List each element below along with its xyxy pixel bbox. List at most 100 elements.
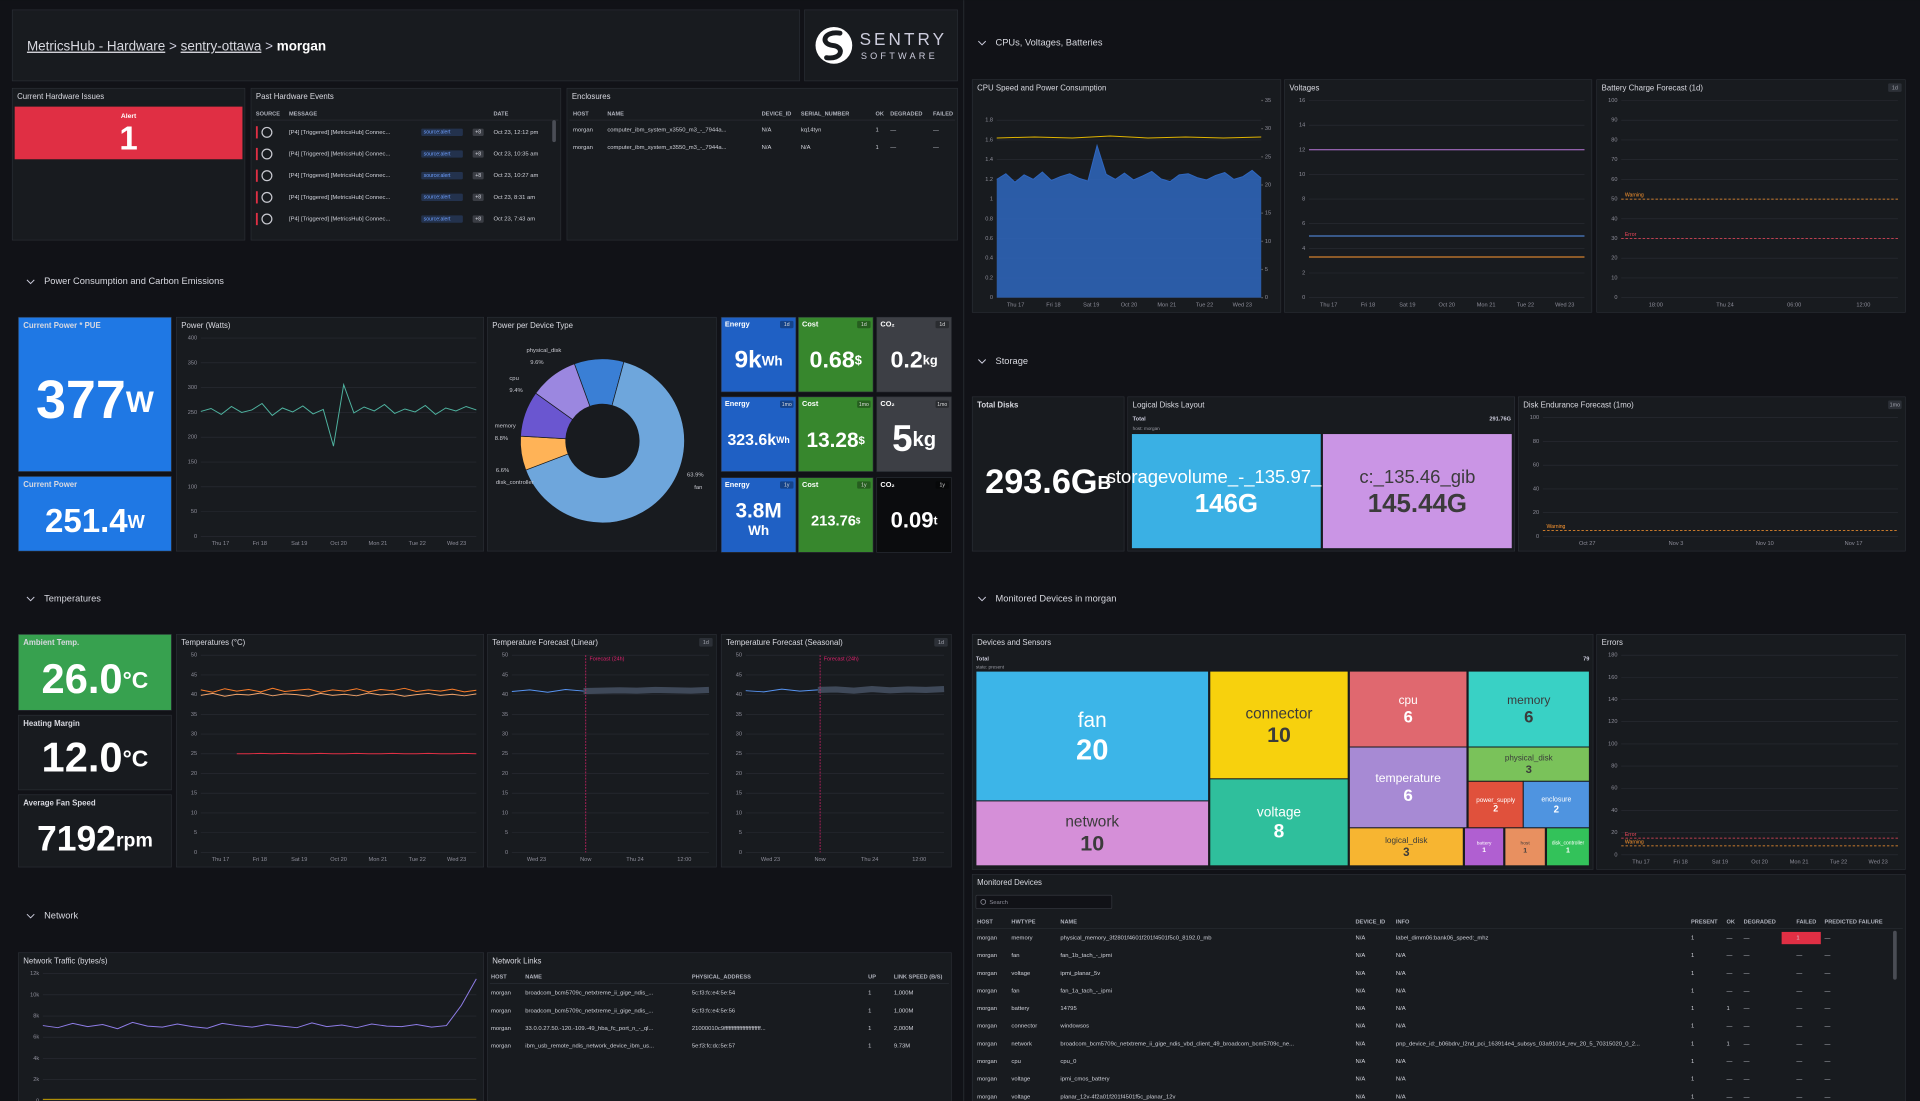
stat-panel (18, 794, 172, 868)
x-tick-label: Oct 20 (1438, 302, 1455, 308)
table-cell: physical_memory_3f2801f4601f201f4501f5c0… (1060, 936, 1212, 942)
x-tick-label: Oct 20 (1121, 302, 1138, 308)
severity-bar (255, 126, 258, 139)
y-tick-label: 45 (502, 672, 508, 678)
section-title[interactable]: Storage (996, 356, 1029, 366)
y-tick-label: 100 (1608, 98, 1617, 104)
series-line (996, 135, 1262, 139)
series-line (200, 687, 477, 693)
x-tick-label: Oct 20 (330, 541, 347, 547)
x-tick-label: Wed 23 (1869, 860, 1888, 866)
table-cell: N/A (1396, 971, 1406, 977)
column-header: FAILED (933, 111, 953, 117)
y-tick-label: 100 (188, 484, 197, 490)
breadcrumb-link[interactable]: sentry-ottawa (181, 38, 262, 53)
table-cell: 1 (868, 1026, 871, 1032)
panel-title: Devices and Sensors (977, 638, 1051, 647)
total-value: 291.76G (1489, 416, 1511, 422)
table-cell: morgan (491, 1044, 511, 1050)
y-tick-label: 0.2 (985, 275, 993, 281)
badge-bg (780, 400, 794, 408)
table-cell: — (1727, 1024, 1733, 1030)
table-cell: morgan (573, 127, 593, 133)
table-cell: planar_12v-4f2a01f201f4501f5c_planar_12v (1060, 1094, 1175, 1100)
tile-value: 9kWh (735, 347, 783, 374)
treemap-cell (1209, 778, 1349, 867)
y-tick-label: 50 (191, 509, 197, 515)
event-more: +8 (475, 195, 481, 201)
section-title[interactable]: Temperatures (44, 593, 101, 603)
table-cell: — (933, 127, 939, 133)
y-tick-label: 1.8 (985, 118, 993, 124)
x-tick-label: Fri 18 (253, 541, 267, 547)
x-tick-label: 12:00 (1856, 302, 1870, 308)
section-chevron[interactable] (26, 279, 35, 285)
table-cell: 1 (868, 1044, 871, 1050)
section-chevron[interactable] (26, 596, 35, 602)
stat-title: Ambient Temp. (23, 638, 79, 647)
treemap-value: 3 (1403, 847, 1409, 859)
panel (1596, 79, 1906, 313)
column-header: LINK SPEED (B/S) (894, 975, 943, 981)
treemap-name: host (1520, 841, 1530, 847)
column-header: SERIAL_NUMBER (801, 111, 849, 117)
x-tick-label: Fri 18 (1046, 302, 1060, 308)
threshold-label: Warning (1547, 524, 1566, 530)
section-title[interactable]: Monitored Devices in morgan (996, 593, 1117, 603)
stat-title: Current Power * PUE (23, 321, 100, 330)
section-chevron[interactable] (978, 596, 987, 602)
stat-panel (18, 634, 172, 711)
treemap-value: 145.44G (1368, 490, 1467, 518)
y-tick-label: 140 (1608, 697, 1617, 703)
tile-label: Cost (802, 399, 819, 408)
tile-number: 5 (892, 418, 912, 459)
treemap-name: temperature (1375, 771, 1441, 785)
table-cell: — (1796, 1041, 1802, 1047)
pie-percent: 6.6% (496, 468, 509, 474)
section-title[interactable]: Network (44, 910, 78, 920)
table-cell: fan (1011, 988, 1019, 994)
stat-number: 12.0 (42, 733, 123, 780)
table-cell: 1,000M (894, 1008, 914, 1014)
stat-number: 26.0 (42, 655, 123, 702)
panel-title: Enclosures (572, 92, 611, 101)
x-tick-label: Tue 22 (409, 857, 426, 863)
x-tick-label: 06:00 (1787, 302, 1801, 308)
table-cell: N/A (1396, 1059, 1406, 1065)
table-cell: 33.0.0.27.50.-120.-109.-49_hba_fc_port_n… (525, 1026, 653, 1032)
treemap-cell (1504, 827, 1546, 867)
treemap-cell (1464, 827, 1505, 867)
table-cell: morgan (977, 1094, 997, 1100)
section-chevron[interactable] (978, 359, 987, 364)
event-tag: source:alert (424, 216, 451, 222)
search-placeholder[interactable]: Search (989, 900, 1008, 906)
y-tick-label: 50 (191, 653, 197, 659)
total-value: 79 (1583, 656, 1589, 662)
source-icon (261, 126, 273, 138)
header-panel (11, 9, 800, 82)
treemap-value: 6 (1524, 708, 1533, 727)
tile-label: Energy (725, 399, 751, 408)
treemap-name: memory (1507, 693, 1550, 707)
series-line (817, 686, 945, 694)
table-cell: — (1824, 1094, 1830, 1100)
section-chevron[interactable] (978, 40, 987, 46)
table-cell: voltage (1011, 1077, 1030, 1083)
search-box[interactable] (975, 894, 1113, 909)
scrollbar (552, 120, 556, 143)
section-title[interactable]: CPUs, Voltages, Batteries (996, 37, 1103, 47)
table-cell: 1 (1691, 1006, 1694, 1012)
tile-period: 1d (784, 322, 790, 328)
x-tick-label: Tue 22 (1830, 860, 1847, 866)
treemap-name: enclosure (1541, 797, 1571, 804)
section-chevron[interactable] (26, 913, 35, 919)
y-tick-label: 1.4 (985, 157, 993, 163)
breadcrumb-link[interactable]: MetricsHub - Hardware (27, 38, 165, 53)
series-line (200, 382, 477, 447)
section-title[interactable]: Power Consumption and Carbon Emissions (44, 276, 224, 286)
y-tick-label: 5 (505, 830, 508, 836)
y-tick-label: 50 (736, 653, 742, 659)
column-header: HOST (491, 975, 507, 981)
stat-unit: W (126, 386, 154, 419)
table-cell: — (1744, 1094, 1750, 1100)
